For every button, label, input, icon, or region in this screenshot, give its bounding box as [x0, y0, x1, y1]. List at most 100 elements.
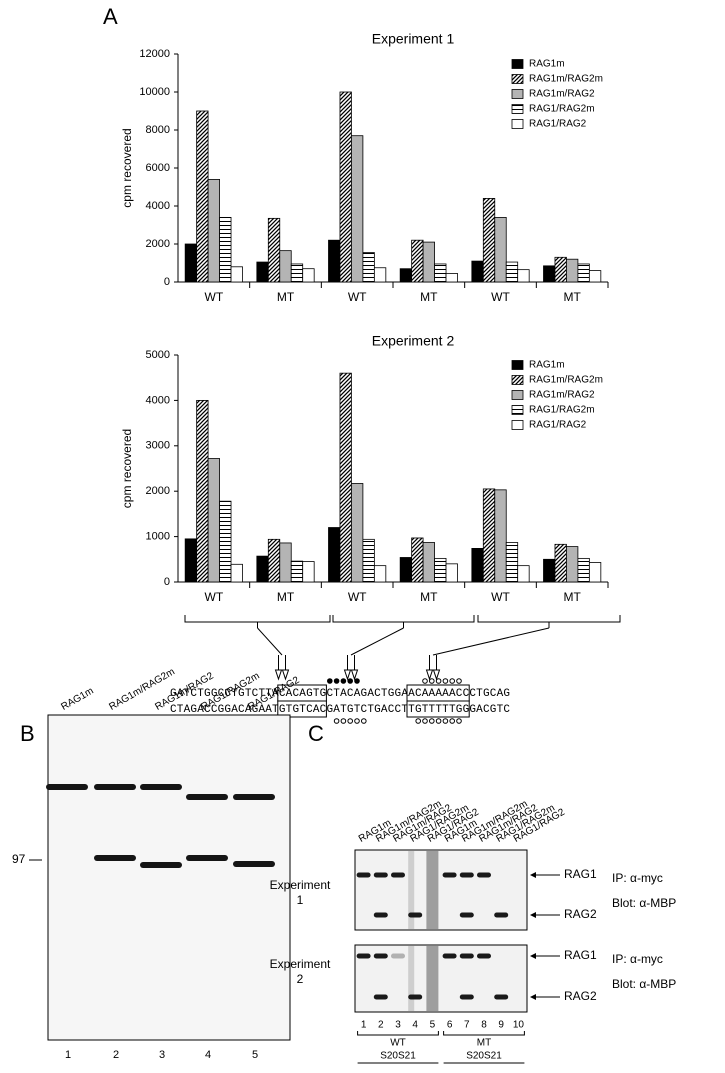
x-tick-label: MT — [564, 590, 582, 604]
legend-label: RAG1m/RAG2m — [529, 375, 603, 386]
footprint-dot — [429, 678, 435, 684]
gel — [47, 714, 291, 1041]
legend-swatch — [511, 405, 524, 415]
bar — [290, 263, 304, 283]
footprint-dot — [354, 718, 360, 724]
band-label: RAG1 — [564, 948, 597, 962]
bar — [328, 527, 341, 583]
bar — [362, 538, 375, 583]
arrow-head — [425, 669, 434, 681]
panel-label: A — [103, 4, 118, 29]
x-tick-label: MT — [420, 290, 438, 304]
bar — [362, 252, 375, 283]
bar — [351, 483, 364, 583]
footprint-dot — [456, 678, 462, 684]
bracket — [477, 615, 621, 628]
y-axis-label: cpm recovered — [120, 429, 134, 508]
lane-number: 5 — [252, 1049, 258, 1061]
motif-box-bottom — [406, 700, 470, 718]
y-tick-label: 8000 — [146, 124, 170, 136]
y-tick-label: 0 — [164, 276, 170, 288]
gel-band — [356, 872, 371, 878]
bar — [279, 542, 292, 583]
lane-number: 3 — [395, 1020, 401, 1031]
gel-band — [494, 994, 509, 1000]
footprint-dot — [435, 718, 442, 724]
footprint-dot — [333, 678, 340, 684]
group-bracket — [443, 1031, 525, 1036]
bar — [184, 538, 198, 583]
legend-label: RAG1/RAG2 — [529, 420, 587, 431]
gel-band — [373, 912, 388, 918]
bar — [422, 542, 435, 583]
arrow-head — [350, 669, 359, 681]
bar — [302, 268, 315, 283]
bar — [184, 243, 198, 283]
gel-band — [46, 784, 88, 790]
gel-band — [459, 953, 474, 959]
gel-band — [186, 794, 228, 800]
gel-band — [459, 912, 474, 918]
bar — [302, 561, 315, 583]
bar — [196, 399, 209, 583]
bar — [566, 546, 579, 583]
lane-number: 9 — [498, 1020, 504, 1031]
lane-number: 1 — [361, 1020, 367, 1031]
ip-label: IP: α-myc — [612, 952, 663, 966]
connector — [350, 627, 404, 656]
footprint-dot — [340, 678, 347, 684]
gel-band — [477, 953, 491, 959]
bar — [422, 241, 435, 283]
arrow-head — [274, 669, 283, 681]
bar — [207, 458, 220, 583]
x-tick-label: WT — [205, 590, 224, 604]
footprint-dot — [327, 678, 333, 684]
lane-label: RAG1m — [59, 686, 95, 713]
footprint-dot — [442, 718, 449, 724]
group-label: WT — [390, 1038, 406, 1049]
experiment-label: 2 — [297, 972, 304, 986]
bar — [373, 267, 387, 283]
bar — [471, 260, 484, 283]
bar — [434, 557, 447, 583]
x-tick-label: WT — [348, 290, 367, 304]
y-tick-label: 2000 — [146, 485, 170, 497]
group-label: MT — [477, 1038, 491, 1049]
bar — [543, 558, 556, 583]
footprint-dot — [449, 678, 456, 684]
footprint-dot — [361, 718, 367, 724]
gel-band — [459, 994, 474, 1000]
gel-band — [373, 953, 388, 959]
y-tick-label: 4000 — [146, 394, 170, 406]
blot-label: Blot: α-MBP — [612, 896, 676, 910]
legend-swatch — [511, 74, 524, 84]
footprint-dot — [456, 718, 462, 724]
legend-label: RAG1/RAG2m — [529, 405, 595, 416]
y-tick-label: 6000 — [146, 162, 170, 174]
bar — [566, 258, 579, 283]
bar — [399, 268, 413, 283]
band-label: RAG2 — [564, 989, 597, 1003]
bar — [267, 217, 281, 283]
gel-band — [373, 994, 388, 1000]
bar — [328, 239, 341, 283]
bar — [471, 548, 484, 583]
bar — [339, 372, 352, 583]
gel-band — [373, 872, 388, 878]
bracket — [184, 615, 331, 628]
experiment-label: 1 — [297, 893, 304, 907]
gel-band — [140, 784, 182, 790]
band-arrow-head — [530, 953, 536, 959]
bar — [196, 110, 209, 283]
lane-number: 8 — [481, 1020, 487, 1031]
legend-swatch — [511, 420, 524, 430]
bar — [517, 269, 530, 283]
bar — [554, 256, 567, 283]
bar — [588, 562, 602, 583]
bar — [219, 216, 232, 283]
gel-band — [233, 794, 275, 800]
experiment-label: Experiment — [270, 878, 331, 892]
bar — [290, 560, 304, 583]
